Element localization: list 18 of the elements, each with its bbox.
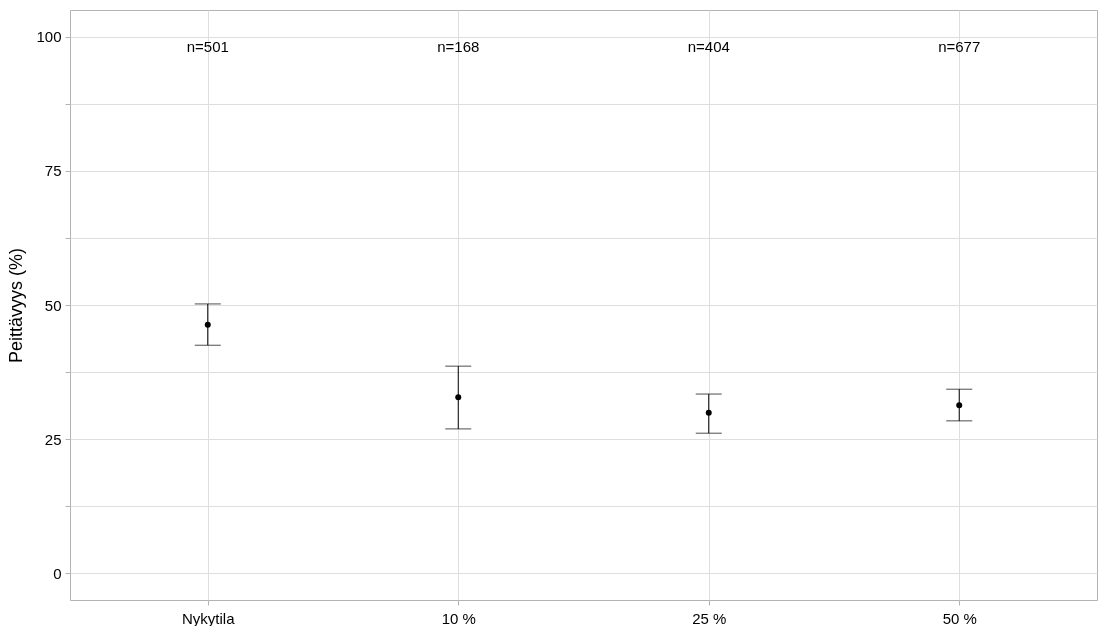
annotation: n=677	[938, 38, 981, 55]
annotation: n=404	[687, 38, 730, 55]
x-tick-label: Nykytila	[182, 609, 236, 626]
x-tick-label: 25 %	[692, 609, 727, 626]
annotation: n=168	[437, 38, 480, 55]
y-axis-title: Peittävyys (%)	[6, 247, 27, 364]
annotation: n=501	[186, 38, 229, 55]
point	[956, 402, 963, 409]
point	[705, 409, 712, 416]
y-tick-label: 50	[44, 296, 62, 314]
x-tick-label: 50 %	[942, 609, 977, 626]
y-tick-label: 25	[44, 430, 62, 448]
point	[204, 321, 211, 328]
y-tick-label: 75	[44, 162, 62, 180]
y-tick-label: 100	[36, 28, 62, 46]
y-tick-label: 0	[53, 564, 62, 582]
x-tick-label: 10 %	[441, 609, 476, 626]
point	[455, 394, 462, 401]
